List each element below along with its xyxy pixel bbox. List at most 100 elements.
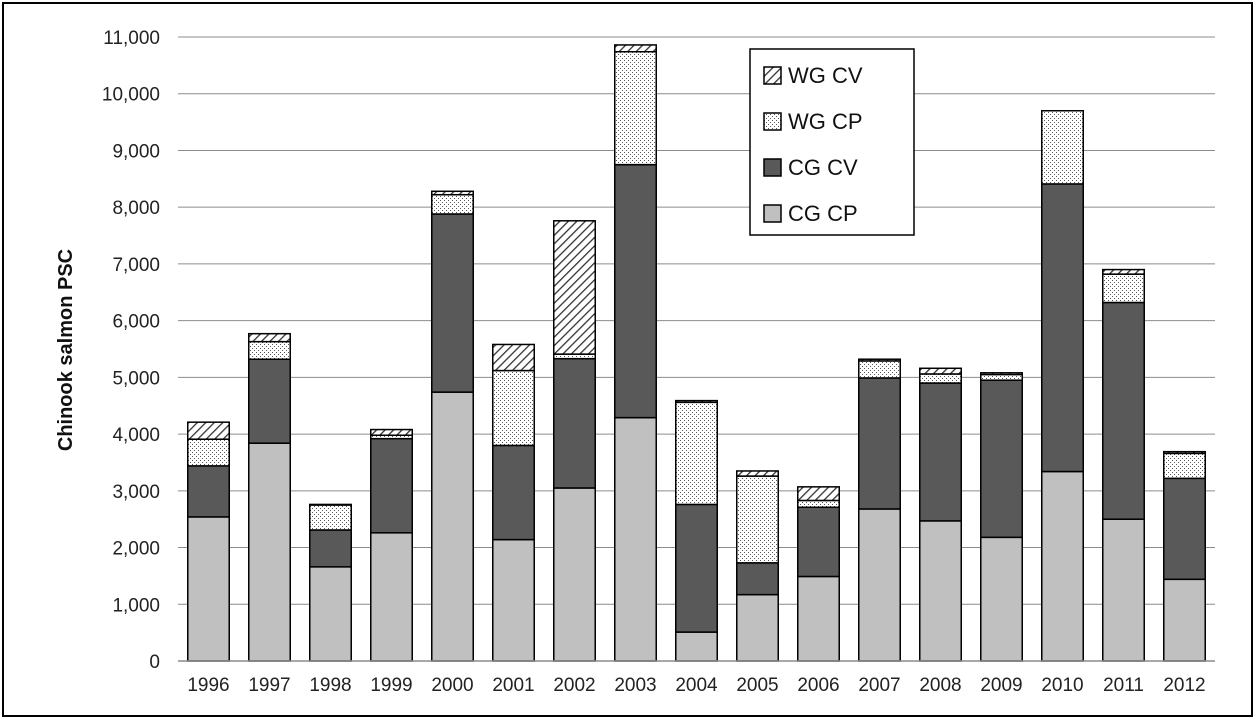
bar-segment-wg-cv (370, 428, 413, 436)
legend: WG CV WG CP CG CV CG CP (749, 48, 915, 236)
y-tick-label: 9,000 (112, 141, 160, 162)
y-tick-label: 6,000 (112, 312, 160, 333)
y-tick-label: 0 (149, 652, 160, 673)
bar-segment-wg-cv (492, 343, 535, 372)
legend-label: WG CV (788, 63, 863, 88)
bar-segment-cg-cv (248, 358, 291, 444)
bar-segment-cg-cp (553, 487, 596, 662)
y-tick-label: 2,000 (112, 539, 160, 560)
x-tick-label: 2010 (1041, 675, 1083, 696)
x-tick-label: 2002 (553, 675, 595, 696)
bar-segment-cg-cp (919, 520, 962, 662)
bar-segment-cg-cv (919, 382, 962, 522)
legend-swatch (763, 66, 782, 85)
bar-segment-cg-cv (614, 163, 657, 419)
bar-segment-wg-cv (980, 372, 1023, 376)
x-tick-label: 2008 (919, 675, 961, 696)
bar-segment-wg-cv (1102, 268, 1145, 275)
bar-segment-cg-cv (736, 562, 779, 596)
x-tick-label: 1997 (248, 675, 290, 696)
x-tick-label: 2007 (858, 675, 900, 696)
bar-segment-wg-cv (309, 503, 352, 506)
bar-segment-cg-cv (1102, 301, 1145, 520)
bars (187, 44, 1206, 662)
bar-segment-wg-cp (797, 499, 840, 509)
bar-segment-cg-cv (309, 529, 352, 568)
bar-segment-cg-cp (370, 532, 413, 662)
bar-segment-cg-cp (797, 575, 840, 662)
bar-segment-cg-cp (431, 391, 474, 662)
y-tick-label: 11,000 (103, 28, 160, 49)
bar-segment-wg-cp (980, 373, 1023, 381)
legend-swatch (763, 158, 782, 177)
bar-segment-wg-cv (675, 399, 718, 404)
x-tick-label: 2004 (675, 675, 718, 696)
bar-segment-cg-cp (614, 416, 657, 662)
x-tick-label: 2001 (492, 675, 534, 696)
bar-segment-cg-cp (492, 538, 535, 662)
y-tick-label: 5,000 (112, 368, 160, 389)
bar-segment-wg-cv (797, 486, 840, 502)
legend-swatch (763, 204, 782, 223)
legend-label: WG CP (788, 109, 863, 134)
bar-segment-wg-cp (187, 438, 230, 467)
bar-segment-wg-cp (309, 504, 352, 531)
y-tick-label: 1,000 (112, 595, 160, 616)
legend-label: CG CV (788, 155, 858, 180)
bar-segment-wg-cv (187, 421, 230, 440)
x-tick-label: 1996 (187, 675, 229, 696)
y-tick-label: 8,000 (112, 198, 160, 219)
bar-segment-cg-cv (492, 444, 535, 541)
bar-segment-wg-cp (614, 50, 657, 166)
bar-segment-wg-cv (553, 220, 596, 355)
x-tick-label: 1998 (309, 675, 351, 696)
x-tick-label: 1999 (370, 675, 412, 696)
y-axis-label: Chinook salmon PSC (55, 249, 77, 451)
x-tick-label: 2011 (1103, 675, 1144, 696)
bar-segment-cg-cp (187, 516, 230, 662)
bar-segment-wg-cp (1102, 273, 1145, 304)
bar-segment-cg-cp (1041, 470, 1084, 662)
bar-segment-cg-cv (187, 465, 230, 518)
stacked-bar-chart: 0 1,000 2,000 3,000 4,000 5,000 6,000 7,000 8,00… (55, 28, 1215, 696)
bar-segment-wg-cp (675, 401, 718, 506)
bar-segment-cg-cp (309, 566, 352, 662)
bar-segment-cg-cv (370, 437, 413, 534)
bar-segment-wg-cp (736, 475, 779, 564)
bar-segment-cg-cv (553, 357, 596, 489)
bar-segment-wg-cp (431, 193, 474, 215)
bar-segment-cg-cp (675, 631, 718, 662)
bar-segment-wg-cp (858, 360, 901, 379)
x-tick-label: 2005 (736, 675, 778, 696)
bar-segment-cg-cp (1102, 518, 1145, 662)
bar-segment-wg-cv (1163, 450, 1206, 455)
bar-segment-cg-cv (1041, 183, 1084, 473)
bar-segment-cg-cp (248, 442, 291, 662)
bar-segment-cg-cp (1163, 578, 1206, 662)
y-tick-label: 7,000 (112, 255, 160, 276)
axes: 0 1,000 2,000 3,000 4,000 5,000 6,000 7,000 8,00… (102, 28, 1215, 696)
legend-label: CG CP (788, 201, 858, 226)
bar-segment-cg-cv (858, 377, 901, 510)
bar-segment-wg-cp (492, 369, 535, 447)
bar-segment-cg-cv (980, 379, 1023, 539)
bar-segment-cg-cv (675, 503, 718, 633)
bar-segment-wg-cv (736, 470, 779, 477)
bar-segment-wg-cp (1163, 452, 1206, 480)
bar-segment-wg-cp (248, 340, 291, 360)
bar-segment-wg-cp (919, 373, 962, 384)
bar-segment-cg-cp (736, 593, 779, 662)
bar-segment-cg-cv (431, 213, 474, 393)
bar-segment-wg-cv (431, 190, 474, 196)
y-tick-label: 4,000 (112, 425, 160, 446)
y-tick-label: 3,000 (112, 482, 160, 503)
bar-segment-wg-cv (858, 358, 901, 362)
legend-swatch (763, 112, 782, 131)
x-tick-label: 2009 (980, 675, 1022, 696)
bar-segment-cg-cp (858, 508, 901, 662)
x-tick-label: 2003 (614, 675, 656, 696)
x-tick-label: 2000 (431, 675, 473, 696)
bar-segment-wg-cv (919, 367, 962, 375)
bar-segment-wg-cv (248, 332, 291, 343)
